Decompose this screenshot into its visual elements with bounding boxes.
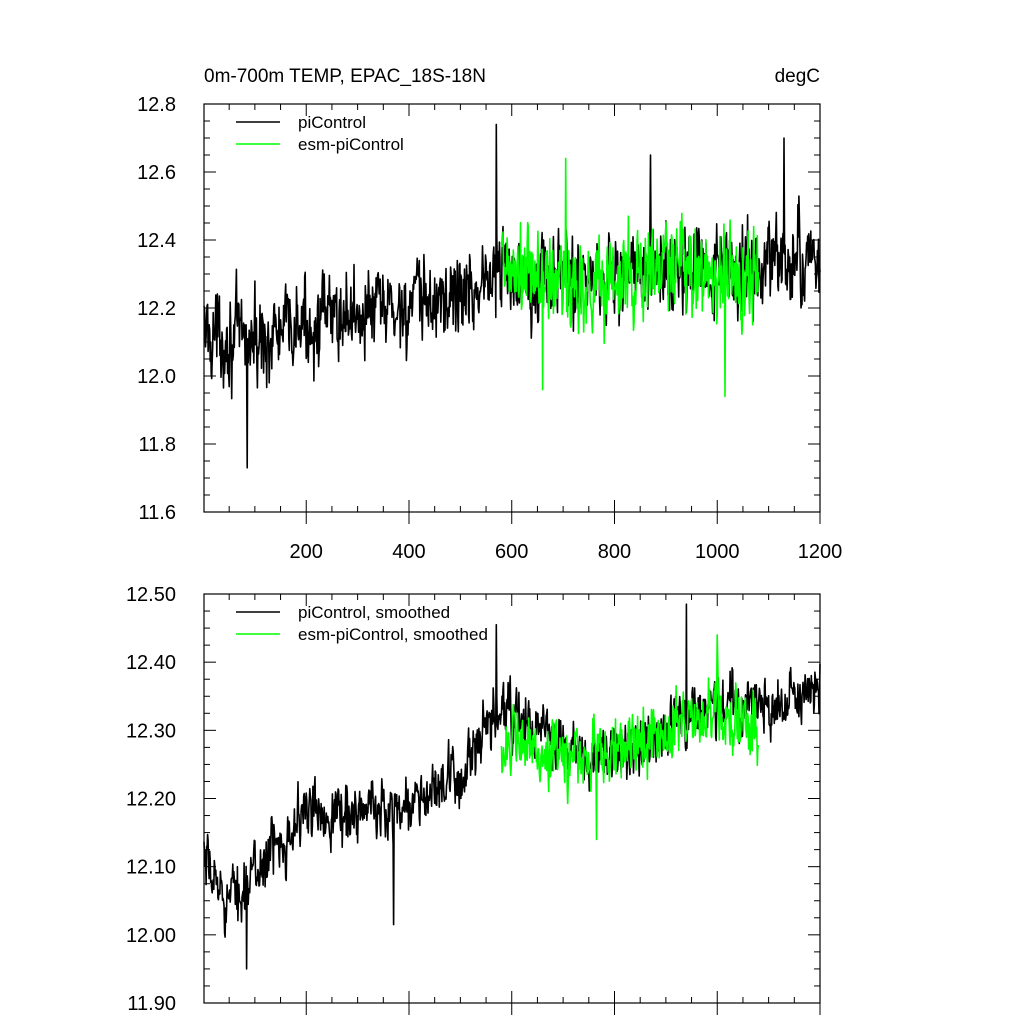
top-panel: 0m-700m TEMP, EPAC_18S-18N degC 200 400 60… [137,66,842,563]
plot-frame [203,593,821,1004]
series-layer [203,123,821,469]
y-tick-label: 12.50 [126,584,176,606]
y-tick-label: 12.20 [126,789,176,811]
legend-label-esm-picontrol: esm-piControl [298,135,404,154]
axes-layer: 200 400 600 800 1000 1200 11.6 11.8 12.0 12.2 12.4… [137,94,842,563]
y-tick-label: 12.10 [126,857,176,879]
y-tick-label: 12.8 [137,94,176,116]
series-layer [203,603,821,970]
chart-title: 0m-700m TEMP, EPAC_18S-18N [204,66,486,87]
legend-label-esm-picontrol-smoothed: esm-piControl, smoothed [298,625,488,644]
bottom-panel: 11.90 12.00 12.10 12.20 12.30 12.40 12.50 piCo… [126,584,821,1015]
series-line-1 [500,157,760,398]
legend: piControl esm-piControl [236,113,404,154]
x-tick-label: 800 [598,541,631,563]
y-tick-label: 12.0 [137,366,176,388]
y-tick-label: 12.6 [137,162,176,184]
y-tick-label: 12.00 [126,925,176,947]
axes-layer: 11.90 12.00 12.10 12.20 12.30 12.40 12.50 [126,584,821,1015]
series-line-1 [500,634,760,841]
legend-label-picontrol: piControl [298,113,366,132]
y-tick-label: 12.40 [126,652,176,674]
x-tick-label: 200 [290,541,323,563]
legend-label-picontrol-smoothed: piControl, smoothed [298,603,450,622]
legend: piControl, smoothed esm-piControl, smoot… [236,603,488,644]
y-tick-label: 11.6 [139,502,176,524]
series-line-0 [203,603,821,970]
y-tick-label: 11.8 [139,434,176,456]
x-tick-label: 1200 [798,541,843,563]
y-tick-label: 12.4 [137,230,176,252]
x-tick-label: 400 [392,541,425,563]
x-tick-label: 1000 [695,541,740,563]
y-tick-label: 12.2 [137,298,176,320]
y-tick-label: 12.30 [126,720,176,742]
y-tick-label: 11.90 [127,993,176,1015]
x-tick-label: 600 [495,541,528,563]
units-label: degC [775,66,820,87]
